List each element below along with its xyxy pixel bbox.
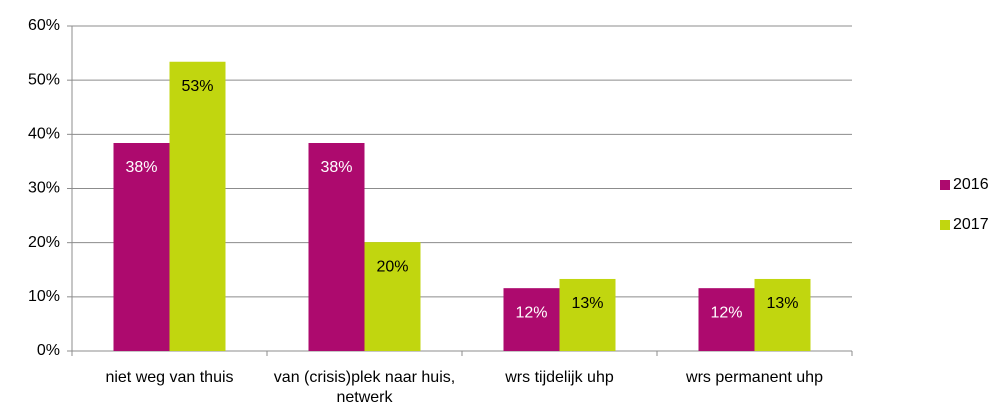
y-tick-label: 60% bbox=[28, 17, 60, 34]
legend-label: 2017 bbox=[953, 216, 989, 233]
y-tick-label: 20% bbox=[28, 234, 60, 251]
y-tick-label: 40% bbox=[28, 126, 60, 143]
x-tick-label: wrs tijdelijk uhp bbox=[505, 369, 614, 386]
bar bbox=[503, 288, 560, 351]
data-label: 13% bbox=[571, 295, 603, 312]
y-tick-label: 50% bbox=[28, 71, 60, 88]
bar bbox=[698, 288, 755, 351]
x-tick-label: niet weg van thuis bbox=[105, 369, 234, 386]
data-label: 13% bbox=[766, 295, 798, 312]
bar bbox=[559, 278, 616, 351]
bar bbox=[113, 143, 170, 351]
data-label: 12% bbox=[710, 304, 742, 321]
data-label: 53% bbox=[181, 78, 213, 95]
y-tick-label: 30% bbox=[28, 180, 60, 197]
bar bbox=[364, 242, 421, 351]
data-label: 38% bbox=[320, 159, 352, 176]
x-tick-label: van (crisis)plek naar huis, netwerk bbox=[273, 369, 456, 406]
data-label: 12% bbox=[515, 304, 547, 321]
data-label: 38% bbox=[125, 159, 157, 176]
bar bbox=[308, 143, 365, 351]
legend-swatch bbox=[940, 220, 950, 230]
legend-label: 2016 bbox=[953, 176, 989, 193]
x-tick-label: wrs permanent uhp bbox=[686, 369, 823, 386]
bar bbox=[169, 61, 226, 351]
legend-swatch bbox=[940, 180, 950, 190]
y-tick-label: 10% bbox=[28, 288, 60, 305]
y-tick-label: 0% bbox=[37, 342, 60, 359]
bar bbox=[754, 278, 811, 351]
data-label: 20% bbox=[376, 258, 408, 275]
